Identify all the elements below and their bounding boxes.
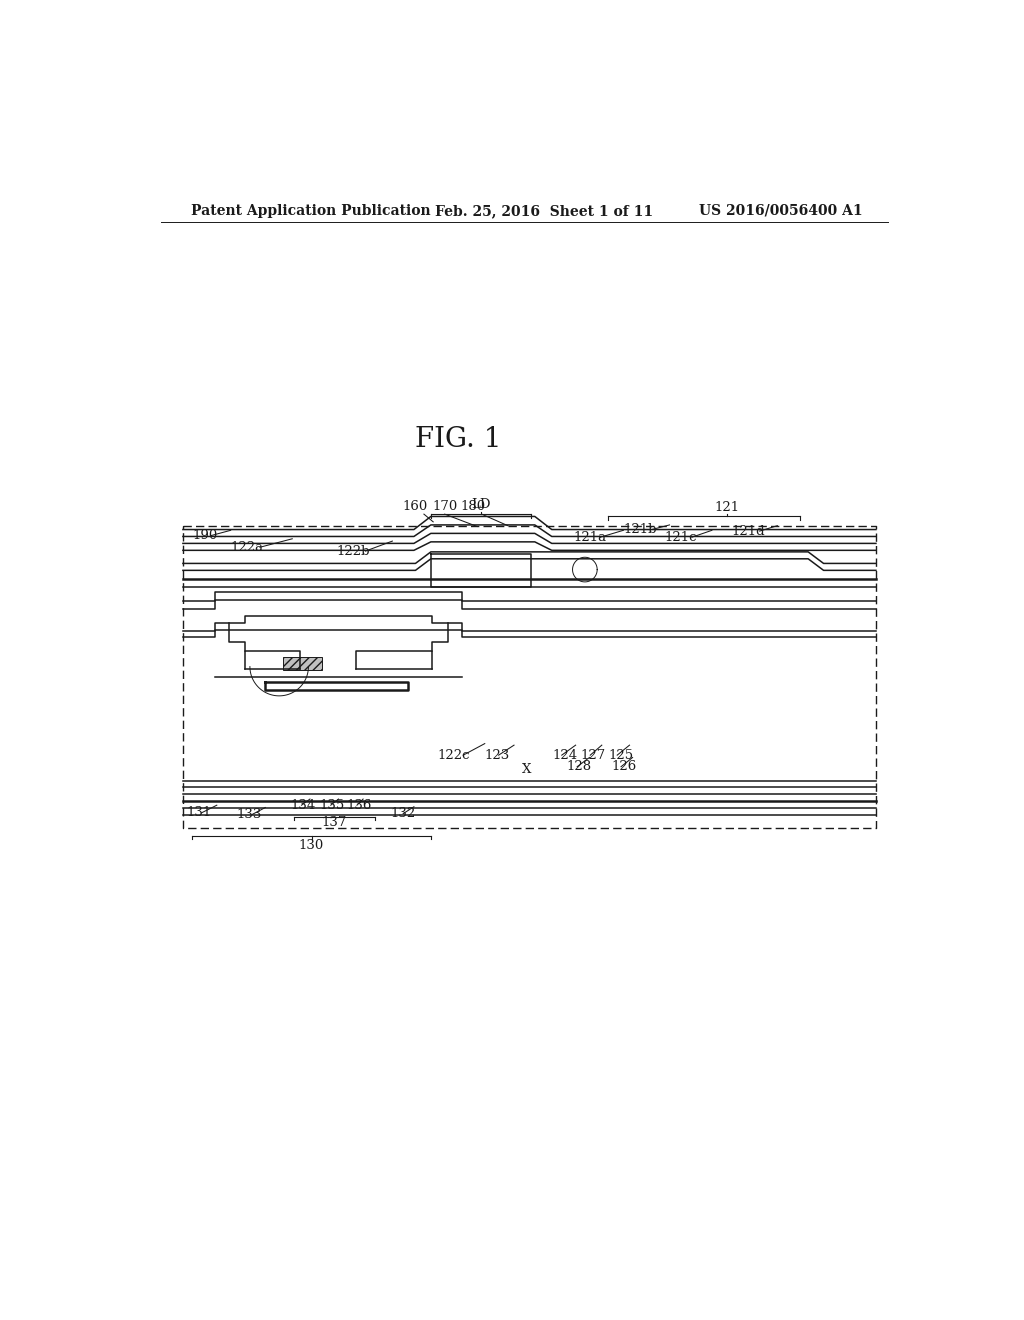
Text: 121b: 121b — [624, 523, 656, 536]
Text: 180: 180 — [461, 500, 485, 513]
Text: 137: 137 — [322, 816, 347, 829]
Text: 121c: 121c — [665, 531, 696, 544]
Text: X: X — [521, 763, 531, 776]
Text: 124: 124 — [553, 748, 578, 762]
Text: Patent Application Publication: Patent Application Publication — [190, 203, 430, 218]
Text: 123: 123 — [484, 748, 510, 762]
Text: 127: 127 — [581, 748, 605, 762]
Text: FIG. 1: FIG. 1 — [416, 426, 502, 453]
Text: 122b: 122b — [337, 545, 371, 557]
Text: 125: 125 — [608, 748, 633, 762]
Text: US 2016/0056400 A1: US 2016/0056400 A1 — [698, 203, 862, 218]
Text: 128: 128 — [566, 760, 592, 774]
Text: 135: 135 — [319, 799, 344, 812]
Text: 136: 136 — [346, 799, 372, 812]
Text: 190: 190 — [193, 529, 217, 543]
Text: 122a: 122a — [230, 541, 264, 554]
Text: 131: 131 — [186, 807, 212, 820]
Text: 126: 126 — [611, 760, 636, 774]
Text: 122c: 122c — [437, 748, 470, 762]
Text: Feb. 25, 2016  Sheet 1 of 11: Feb. 25, 2016 Sheet 1 of 11 — [435, 203, 653, 218]
Text: 130: 130 — [299, 838, 325, 851]
Text: 132: 132 — [391, 807, 416, 820]
Bar — [283, 657, 322, 671]
Text: 134: 134 — [291, 799, 316, 812]
Text: LD: LD — [471, 499, 490, 511]
Text: 121: 121 — [715, 500, 740, 513]
Text: 121d: 121d — [731, 524, 765, 537]
Text: 170: 170 — [432, 500, 458, 513]
Text: 133: 133 — [237, 808, 262, 821]
Text: 160: 160 — [402, 500, 428, 513]
Text: 121a: 121a — [573, 531, 606, 544]
